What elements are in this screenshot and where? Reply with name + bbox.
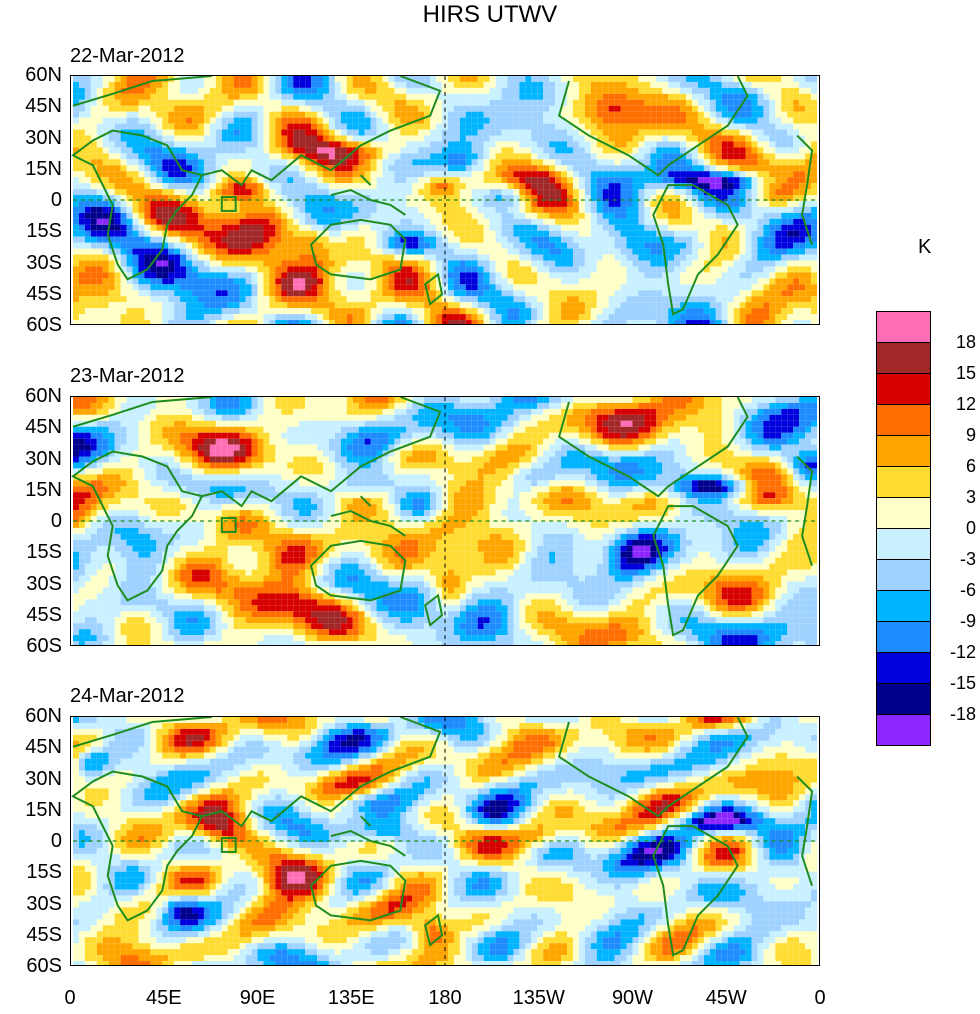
map-panel-2 xyxy=(70,396,820,646)
region-box xyxy=(220,517,237,533)
lat-label: 60N xyxy=(25,705,62,727)
lon-label: 45W xyxy=(705,987,747,1009)
map-panel-1 xyxy=(70,75,820,325)
colorbar-label: 12 xyxy=(955,394,976,414)
lat-label: 45S xyxy=(26,603,62,626)
colorbar-swatch xyxy=(876,342,931,374)
anomaly-field-3 xyxy=(71,717,817,965)
lat-label: 15N xyxy=(25,478,62,501)
lat-label: 15N xyxy=(25,157,62,180)
lat-label: 45S xyxy=(26,282,62,305)
colorbar-label: -12 xyxy=(949,642,976,662)
colorbar-swatch xyxy=(876,559,931,591)
colorbar-label: -15 xyxy=(949,673,976,693)
coastlines xyxy=(71,717,814,957)
colorbar-label: -18 xyxy=(949,704,976,724)
colorbar-label: 6 xyxy=(965,456,976,476)
panel-date-2: 23-Mar-2012 xyxy=(70,365,185,387)
colorbar-swatch xyxy=(876,621,931,653)
map-panel-3 xyxy=(70,716,820,966)
lat-label: 0 xyxy=(50,830,62,852)
lat-label: 0 xyxy=(50,510,62,532)
lat-label: 60N xyxy=(25,385,62,407)
colorbar-swatch xyxy=(876,311,931,343)
lat-label: 15N xyxy=(25,798,62,821)
colorbar-swatch xyxy=(876,714,931,746)
lon-label: 180 xyxy=(428,987,462,1009)
anomaly-field-1 xyxy=(71,76,817,324)
coastlines xyxy=(71,397,814,637)
lat-label: 60N xyxy=(25,64,62,86)
lon-label: 45E xyxy=(145,987,182,1009)
region-box xyxy=(220,196,237,212)
colorbar-swatch xyxy=(876,466,931,498)
colorbar-label: 15 xyxy=(955,363,976,383)
lat-label: 30N xyxy=(25,767,62,790)
colorbar-swatch xyxy=(876,528,931,560)
lat-label: 30S xyxy=(26,572,62,595)
colorbar-swatch xyxy=(876,373,931,405)
lat-label: 0 xyxy=(50,189,62,211)
colorbar-label: 9 xyxy=(965,425,976,445)
colorbar-swatch xyxy=(876,435,931,467)
lat-label: 45N xyxy=(25,736,62,759)
colorbar-swatch xyxy=(876,683,931,715)
lon-label: 0 xyxy=(814,987,826,1009)
colorbar-swatch xyxy=(876,590,931,622)
lon-label: 0 xyxy=(64,987,76,1009)
colorbar-label: 18 xyxy=(955,332,976,352)
colorbar-label: -9 xyxy=(959,611,976,631)
lon-label: 90W xyxy=(611,987,654,1009)
colorbar-label: -3 xyxy=(959,549,976,569)
colorbar-swatch xyxy=(876,497,931,529)
lat-label: 15S xyxy=(26,220,62,243)
lat-label: 30S xyxy=(26,892,62,915)
colorbar-swatch xyxy=(876,404,931,436)
region-box xyxy=(220,837,237,853)
lon-label: 135W xyxy=(512,987,565,1009)
anomaly-field-2 xyxy=(71,397,817,645)
colorbar-label: 3 xyxy=(965,487,976,507)
lat-label: 60S xyxy=(26,635,62,657)
lat-label: 30S xyxy=(26,251,62,274)
lat-label: 60S xyxy=(26,955,62,977)
lat-label: 15S xyxy=(26,541,62,564)
lat-label: 60S xyxy=(26,314,62,336)
colorbar-label: -6 xyxy=(959,580,976,600)
lat-label: 15S xyxy=(26,861,62,884)
panel-date-1: 22-Mar-2012 xyxy=(70,45,185,67)
lat-label: 30N xyxy=(25,447,62,470)
lat-label: 45S xyxy=(26,923,62,946)
lat-label: 30N xyxy=(25,126,62,149)
lon-label: 90E xyxy=(239,987,276,1009)
coastlines xyxy=(71,76,814,316)
colorbar-swatch xyxy=(876,652,931,684)
lat-label: 45N xyxy=(25,416,62,439)
panel-date-3: 24-Mar-2012 xyxy=(70,685,185,707)
colorbar-unit: K xyxy=(918,236,932,258)
lat-label: 45N xyxy=(25,95,62,118)
colorbar-label: 0 xyxy=(965,518,976,538)
figure-title: HIRS UTWV xyxy=(422,1,558,28)
lon-label: 135E xyxy=(327,987,375,1009)
